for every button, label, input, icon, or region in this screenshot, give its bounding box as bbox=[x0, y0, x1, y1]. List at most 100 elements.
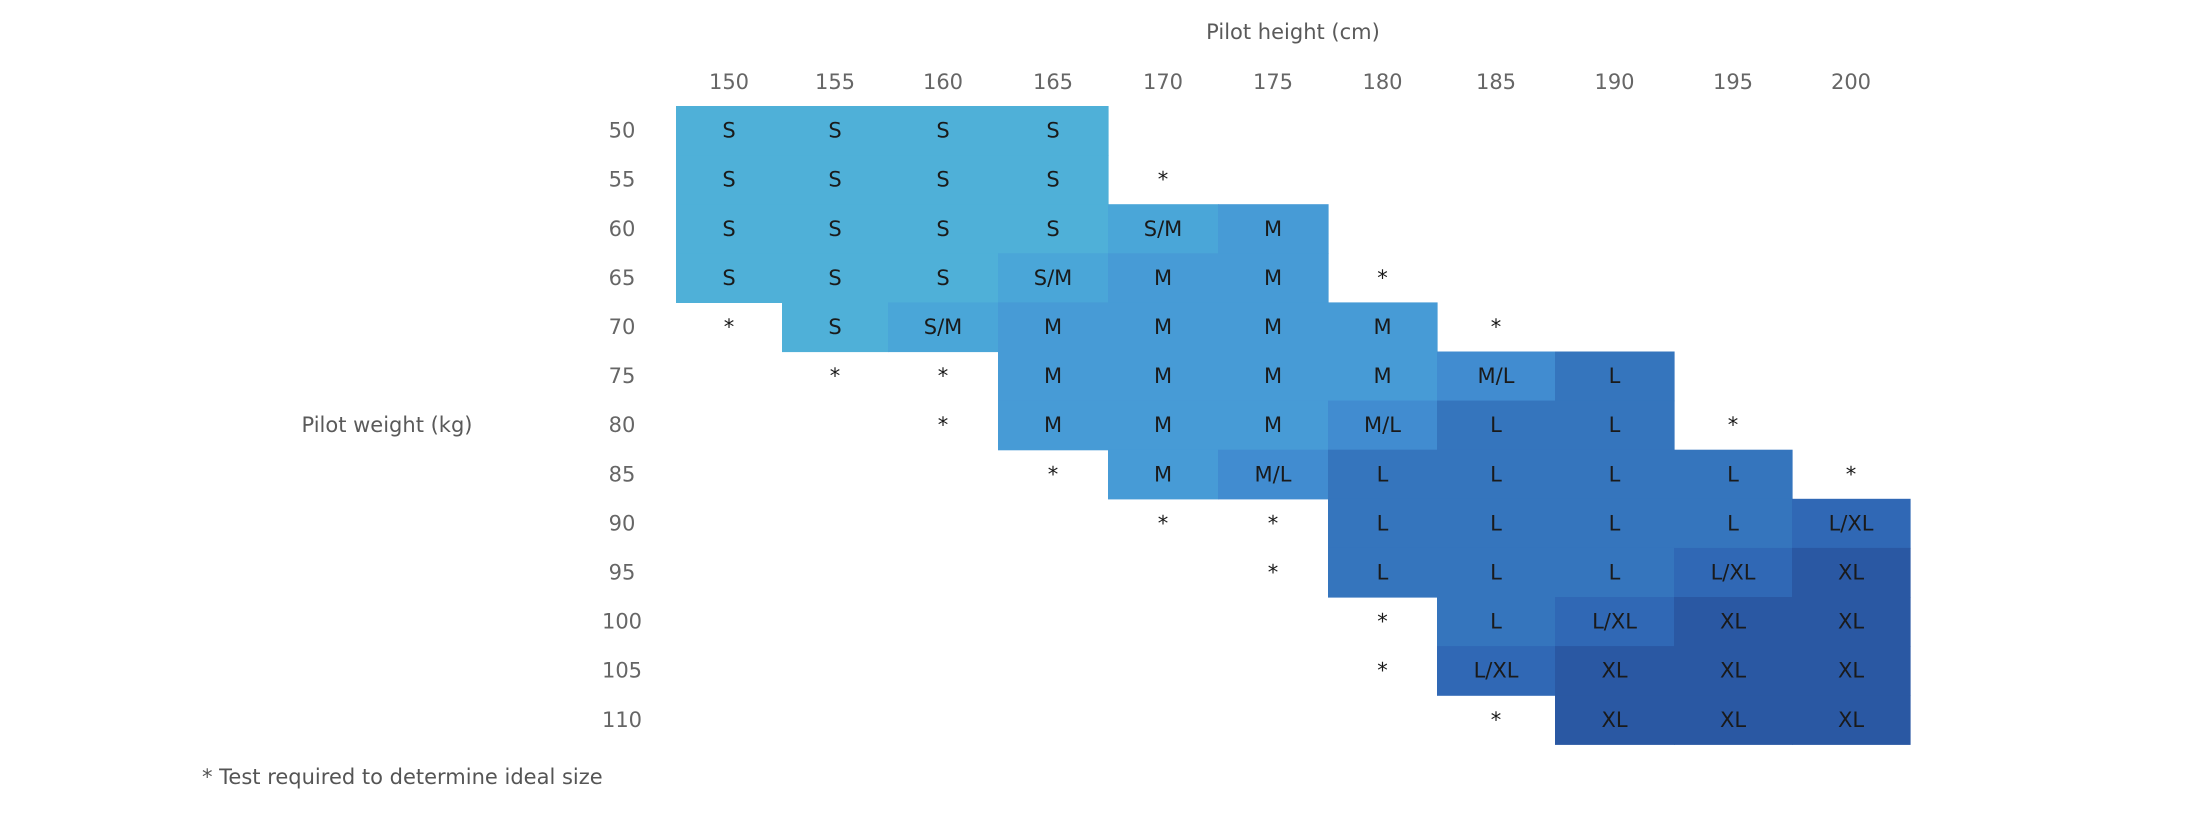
cell-size-label: L bbox=[1609, 511, 1621, 535]
test-required-marker: * bbox=[1377, 266, 1388, 290]
heatmap-cell bbox=[676, 204, 783, 254]
cell-size-label: S/M bbox=[924, 315, 963, 339]
x-tick-label: 155 bbox=[815, 70, 855, 94]
cell-size-label: L bbox=[1727, 511, 1739, 535]
heatmap-cell bbox=[998, 204, 1109, 254]
test-required-marker: * bbox=[1268, 511, 1279, 535]
cell-size-label: M bbox=[1264, 413, 1282, 437]
heatmap-cell bbox=[1328, 547, 1438, 598]
heatmap-cell bbox=[1328, 351, 1438, 402]
heatmap-cell bbox=[888, 302, 999, 353]
heatmap-cell bbox=[1674, 695, 1793, 745]
y-tick-label: 65 bbox=[609, 266, 636, 290]
cell-size-label: L bbox=[1490, 462, 1502, 486]
heatmap-cell bbox=[888, 204, 999, 254]
cell-size-label: L bbox=[1377, 511, 1389, 535]
cell-size-label: M bbox=[1044, 315, 1062, 339]
cell-size-label: S bbox=[936, 217, 949, 241]
cell-size-label: XL bbox=[1601, 708, 1627, 732]
heatmap-cell bbox=[1218, 400, 1329, 451]
cell-size-label: S bbox=[722, 119, 735, 143]
y-tick-label: 50 bbox=[609, 119, 636, 143]
heatmap-cell bbox=[998, 253, 1109, 303]
cell-size-label: XL bbox=[1838, 708, 1864, 732]
cell-size-label: S bbox=[828, 217, 841, 241]
y-tick-label: 80 bbox=[609, 413, 636, 437]
cell-size-label: L bbox=[1727, 462, 1739, 486]
heatmap-cell bbox=[1555, 498, 1675, 549]
heatmap-cell bbox=[998, 400, 1109, 451]
heatmap-cell bbox=[1792, 646, 1911, 696]
cell-size-label: S bbox=[828, 119, 841, 143]
heatmap-cell bbox=[1437, 400, 1556, 451]
heatmap-cell bbox=[1108, 253, 1219, 303]
x-tick-label: 180 bbox=[1362, 70, 1402, 94]
heatmap-cell bbox=[676, 253, 783, 303]
cell-size-label: M bbox=[1154, 462, 1172, 486]
x-tick-label: 160 bbox=[923, 70, 963, 94]
heatmap-cell bbox=[1555, 400, 1675, 451]
heatmap-cell bbox=[1328, 498, 1438, 549]
cell-size-label: L bbox=[1377, 560, 1389, 584]
heatmap-cell bbox=[1108, 351, 1219, 402]
heatmap-cell bbox=[782, 106, 889, 156]
y-axis-title: Pilot weight (kg) bbox=[302, 413, 473, 437]
heatmap-cell bbox=[1108, 400, 1219, 451]
footnote: * Test required to determine ideal size bbox=[202, 765, 603, 789]
heatmap-cell bbox=[1674, 449, 1793, 500]
cell-size-label: S bbox=[828, 266, 841, 290]
heatmap-cell bbox=[1437, 498, 1556, 549]
heatmap-cell bbox=[1792, 547, 1911, 598]
cell-size-label: M bbox=[1373, 315, 1391, 339]
x-axis-title: Pilot height (cm) bbox=[1206, 20, 1380, 44]
test-required-marker: * bbox=[1491, 708, 1502, 732]
cell-size-label: M bbox=[1373, 364, 1391, 388]
cell-size-label: XL bbox=[1838, 560, 1864, 584]
heatmap-cell bbox=[1218, 253, 1329, 303]
heatmap-cell bbox=[888, 155, 999, 205]
cell-size-label: XL bbox=[1838, 659, 1864, 683]
heatmap-cell bbox=[1437, 597, 1556, 647]
heatmap-cell bbox=[1437, 449, 1556, 500]
cell-size-label: S bbox=[722, 217, 735, 241]
heatmap-cell bbox=[782, 253, 889, 303]
test-required-marker: * bbox=[1491, 315, 1502, 339]
cell-size-label: L bbox=[1490, 413, 1502, 437]
cell-size-label: S bbox=[722, 266, 735, 290]
cell-size-label: M bbox=[1154, 315, 1172, 339]
y-tick-label: 70 bbox=[609, 315, 636, 339]
heatmap-cell bbox=[1328, 302, 1438, 353]
cell-size-label: L/XL bbox=[1829, 511, 1874, 535]
test-required-marker: * bbox=[1158, 168, 1169, 192]
y-tick-label: 55 bbox=[609, 168, 636, 192]
y-tick-label: 95 bbox=[609, 560, 636, 584]
x-tick-label: 200 bbox=[1831, 70, 1871, 94]
test-required-marker: * bbox=[1728, 413, 1739, 437]
cell-size-label: L bbox=[1609, 413, 1621, 437]
test-required-marker: * bbox=[830, 364, 841, 388]
y-tick-label: 105 bbox=[602, 659, 642, 683]
heatmap-cells: S S S S S S S S * S S S S S/M M S S S S/M M M * * S S/M M M M M * * * M M… bbox=[676, 106, 1911, 745]
heatmap-cell bbox=[1218, 351, 1329, 402]
heatmap-cell bbox=[1555, 646, 1675, 696]
y-tick-label: 60 bbox=[609, 217, 636, 241]
cell-size-label: S bbox=[828, 168, 841, 192]
heatmap-cell bbox=[1674, 547, 1793, 598]
heatmap-cell bbox=[1108, 302, 1219, 353]
test-required-marker: * bbox=[1268, 560, 1279, 584]
cell-size-label: S bbox=[1046, 119, 1059, 143]
cell-size-label: S bbox=[722, 168, 735, 192]
cell-size-label: M bbox=[1264, 217, 1282, 241]
heatmap-cell bbox=[1674, 597, 1793, 647]
test-required-marker: * bbox=[938, 413, 949, 437]
cell-size-label: L bbox=[1609, 462, 1621, 486]
heatmap-cell bbox=[1674, 646, 1793, 696]
heatmap-cell bbox=[998, 106, 1109, 156]
heatmap-cell bbox=[782, 302, 889, 353]
cell-size-label: M bbox=[1154, 266, 1172, 290]
test-required-marker: * bbox=[724, 315, 735, 339]
test-required-marker: * bbox=[1377, 659, 1388, 683]
heatmap-cell bbox=[1555, 449, 1675, 500]
cell-size-label: S bbox=[1046, 217, 1059, 241]
